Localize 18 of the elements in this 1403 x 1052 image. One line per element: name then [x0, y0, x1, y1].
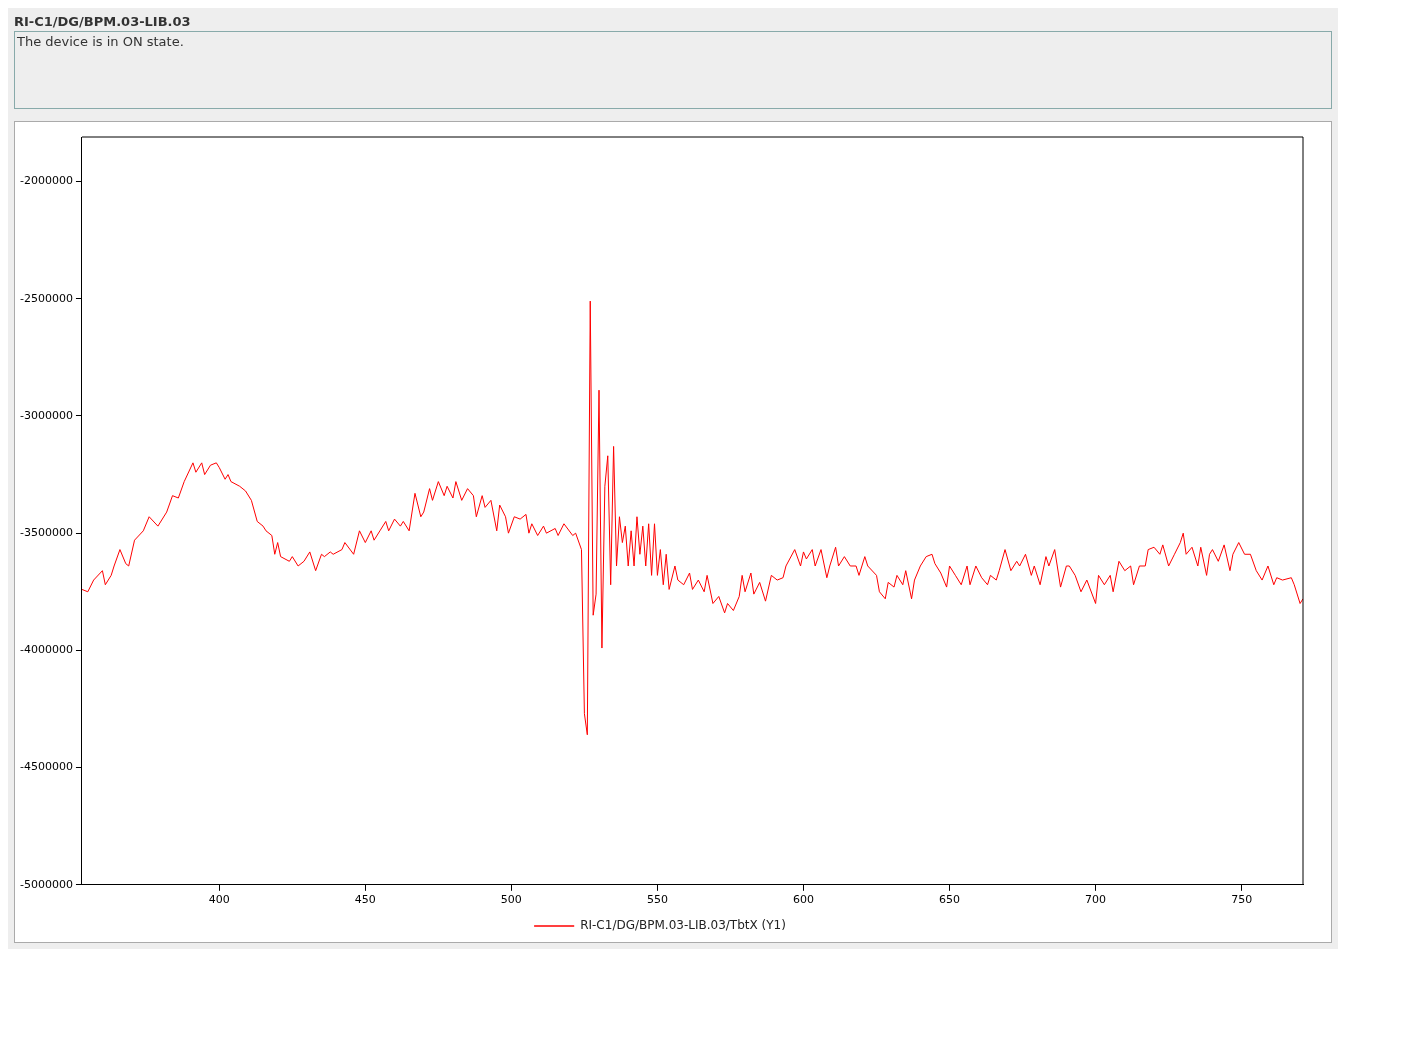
y-tick-label: -3500000	[19, 526, 73, 540]
text: The device is in ON state.	[14, 31, 1332, 109]
x-tick-label: 600	[792, 893, 814, 907]
x-tick-label: 450	[354, 893, 376, 907]
y-tick-label: -5000000	[19, 877, 73, 891]
y-tick-label: -4500000	[19, 760, 73, 774]
x-tick-label: 750	[1231, 893, 1253, 907]
chart-title: RI-C1/DG/BPM.03-LIB.03	[14, 14, 192, 29]
x-tick-label: 550	[646, 893, 668, 907]
x-tick-label: 500	[500, 893, 522, 907]
y-tick-label: -4000000	[19, 643, 73, 657]
y-tick-label: -2000000	[19, 174, 73, 188]
x-tick-label: 700	[1085, 893, 1107, 907]
x-tick-label: 400	[208, 893, 230, 907]
legend-label: RI-C1/DG/BPM.03-LIB.03/TbtX (Y1)	[580, 918, 786, 933]
y-tick-label: -3000000	[19, 408, 73, 422]
y-tick-label: -2500000	[19, 291, 73, 305]
x-tick-label: 650	[939, 893, 961, 907]
